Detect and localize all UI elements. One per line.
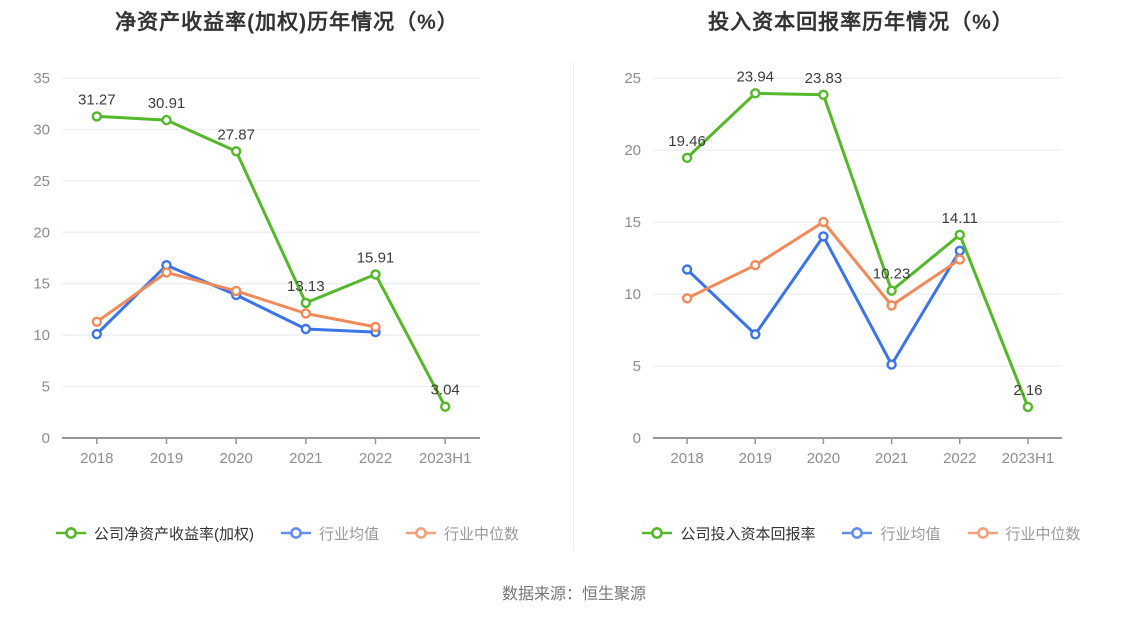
gridlines [653, 77, 1062, 367]
x-axis [62, 437, 480, 444]
svg-text:14.11: 14.11 [942, 210, 978, 227]
roe-line-chart: 0 5 10 15 20 25 30 35 2018 2019 2020 2021 2022 2023H1… [33, 70, 480, 467]
series-industry-median [91, 267, 381, 333]
svg-text:10: 10 [33, 327, 50, 344]
roic-line-chart: 0 5 10 15 20 25 2018 2019 2020 2021 2022 2023H1 19.4… [624, 68, 1062, 467]
legend-label: 行业均值 [880, 525, 941, 543]
roic-chart-title: 投入资本回报率历年情况（%） [708, 11, 1014, 34]
legend-line-marker-icon [55, 527, 86, 539]
svg-text:2023H1: 2023H1 [1002, 450, 1055, 467]
svg-text:10: 10 [624, 286, 641, 303]
svg-text:0: 0 [42, 430, 50, 447]
legend-label: 行业均值 [318, 525, 379, 543]
svg-text:10.23: 10.23 [873, 266, 911, 283]
svg-text:2018: 2018 [670, 450, 703, 467]
series-industry-median [681, 216, 965, 311]
roic-chart-legend: 公司投入资本回报率 行业均值 行业中位数 [574, 522, 1148, 544]
svg-text:30: 30 [33, 121, 50, 138]
svg-text:5: 5 [633, 358, 641, 375]
y-axis-labels: 0 5 10 15 20 25 30 35 [33, 70, 50, 447]
legend-line-marker-icon [280, 527, 311, 539]
legend-item-company-roic[interactable]: 公司投入资本回报率 [641, 523, 815, 544]
svg-text:25: 25 [624, 70, 641, 87]
svg-text:15: 15 [624, 214, 641, 231]
panel-divider [573, 62, 574, 550]
x-axis-labels: 2018 2019 2020 2021 2022 2023H1 [670, 450, 1054, 467]
roe-chart-legend: 公司净资产收益率(加权) 行业均值 行业中位数 [0, 522, 574, 544]
svg-text:2022: 2022 [359, 450, 392, 467]
svg-text:20: 20 [624, 142, 641, 159]
svg-text:2019: 2019 [739, 450, 772, 467]
svg-text:15: 15 [33, 276, 50, 293]
svg-text:19.46: 19.46 [668, 133, 706, 150]
legend-line-marker-icon [967, 527, 998, 539]
svg-text:27.87: 27.87 [217, 126, 255, 143]
charts-row: 净资产收益率(加权)历年情况（%） 0 5 10 15 20 25 30 35 2018 2019… [0, 0, 1148, 544]
data-source-note: 数据来源：恒生聚源 [501, 586, 646, 603]
legend-item-industry-median[interactable]: 行业中位数 [405, 523, 519, 544]
svg-text:23.94: 23.94 [736, 68, 774, 85]
roe-chart-title: 净资产收益率(加权)历年情况（%） [115, 11, 459, 34]
legend-item-company-roe[interactable]: 公司净资产收益率(加权) [55, 523, 254, 544]
svg-text:30.91: 30.91 [148, 95, 186, 112]
roe-chart-panel: 净资产收益率(加权)历年情况（%） 0 5 10 15 20 25 30 35 2018 2019… [0, 0, 574, 544]
svg-text:2021: 2021 [289, 450, 322, 467]
svg-text:3.04: 3.04 [431, 382, 460, 399]
svg-text:2020: 2020 [219, 450, 252, 467]
svg-text:35: 35 [33, 70, 50, 87]
svg-text:5: 5 [42, 379, 50, 396]
legend-label: 行业中位数 [1005, 525, 1081, 543]
legend-label: 公司净资产收益率(加权) [93, 525, 254, 543]
legend-label: 公司投入资本回报率 [680, 525, 816, 543]
svg-text:0: 0 [633, 430, 641, 447]
svg-text:23.83: 23.83 [805, 70, 843, 87]
legend-item-industry-avg[interactable]: 行业均值 [841, 523, 941, 544]
x-axis [653, 437, 1062, 444]
svg-text:25: 25 [33, 173, 50, 190]
svg-text:2020: 2020 [807, 450, 840, 467]
svg-text:31.27: 31.27 [78, 91, 116, 108]
legend-line-marker-icon [642, 527, 673, 539]
svg-text:2.16: 2.16 [1013, 382, 1042, 399]
legend-item-industry-median[interactable]: 行业中位数 [967, 523, 1081, 544]
y-axis-labels: 0 5 10 15 20 25 [624, 70, 641, 447]
svg-text:20: 20 [33, 224, 50, 241]
series-industry-avg [681, 231, 965, 370]
series-company-roic: 19.46 23.94 23.83 10.23 14.11 2.16 [668, 68, 1043, 413]
series-industry-avg [91, 259, 381, 340]
svg-text:15.91: 15.91 [357, 249, 395, 266]
legend-line-marker-icon [842, 527, 873, 539]
x-axis-labels: 2018 2019 2020 2021 2022 2023H1 [80, 450, 471, 467]
svg-text:2023H1: 2023H1 [419, 450, 472, 467]
svg-text:2018: 2018 [80, 450, 113, 467]
gridlines [62, 77, 480, 388]
roic-chart-panel: 投入资本回报率历年情况（%） 0 5 10 15 20 25 2018 2019 2020 202… [574, 0, 1148, 544]
svg-text:2019: 2019 [150, 450, 183, 467]
legend-line-marker-icon [406, 527, 436, 539]
svg-text:13.13: 13.13 [287, 278, 325, 295]
legend-label: 行业中位数 [444, 525, 520, 543]
svg-text:2022: 2022 [943, 450, 976, 467]
legend-item-industry-avg[interactable]: 行业均值 [280, 523, 379, 544]
series-company-roe: 31.27 30.91 27.87 13.13 15.91 3.04 [78, 91, 460, 412]
svg-text:2021: 2021 [875, 450, 908, 467]
